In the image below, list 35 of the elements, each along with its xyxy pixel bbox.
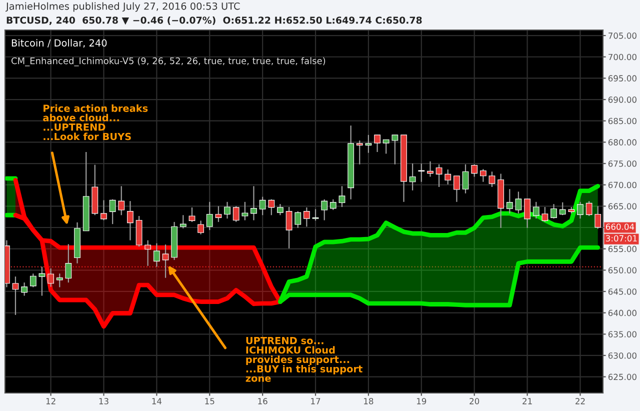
y-tick-label: 690.00 — [608, 96, 636, 103]
y-tick-label: 670.00 — [608, 182, 636, 188]
x-tick-label: 20 — [470, 398, 480, 404]
text: 660.04 — [606, 224, 634, 230]
y-tick-label: 695.00 — [608, 75, 636, 82]
x-tick-label: 14 — [152, 398, 162, 404]
text: BTCUSD, 240 650.78 ▼ −0.46 (−0.07%) O:651.22 H:652.50 L:649.74 C:650.78 — [6, 16, 422, 25]
text: CM_Enhanced_Ichimoku-V5 (9, 26, 52, 26, true, true, true, true, false) — [11, 57, 326, 66]
y-tick-label: 705.00 — [608, 32, 636, 39]
x-tick-label: 17 — [311, 398, 320, 404]
text: 3:07:01 — [606, 235, 637, 242]
text: Bitcoin / Dollar, 240 — [12, 39, 107, 48]
y-tick-label: 680.00 — [608, 139, 636, 146]
y-tick-label: 635.00 — [608, 331, 636, 338]
y-tick-label: 650.00 — [608, 267, 636, 274]
x-tick-label: 15 — [205, 398, 214, 404]
x-tick-label: 16 — [258, 398, 268, 404]
x-tick-label: 19 — [417, 398, 426, 404]
x-tick-label: 18 — [364, 398, 374, 404]
x-tick-label: 12 — [46, 398, 56, 404]
y-tick-label: 625.00 — [608, 374, 636, 380]
y-tick-label: 640.00 — [608, 310, 636, 316]
x-tick-label: 13 — [99, 398, 108, 404]
y-tick-label: 665.00 — [608, 203, 636, 210]
annotation: Price action breaks above cloud... ...UPTREND ...Look for BUYS — [43, 104, 148, 140]
y-tick-label: 700.00 — [608, 54, 636, 60]
x-tick-label: 22 — [576, 398, 585, 404]
x-tick-label: 21 — [522, 398, 532, 404]
annotation: UPTREND so... ICHIMOKU Cloud provides support... ...BUY in this support zone — [246, 337, 362, 382]
y-tick-label: 675.00 — [608, 160, 636, 167]
y-tick-label: 685.00 — [608, 118, 636, 124]
text: JamieHolmes published July 27, 2016 00:53 UTC — [5, 2, 240, 12]
y-tick-label: 645.00 — [608, 288, 636, 295]
y-tick-label: 630.00 — [608, 352, 636, 359]
y-tick-label: 655.00 — [608, 246, 636, 252]
